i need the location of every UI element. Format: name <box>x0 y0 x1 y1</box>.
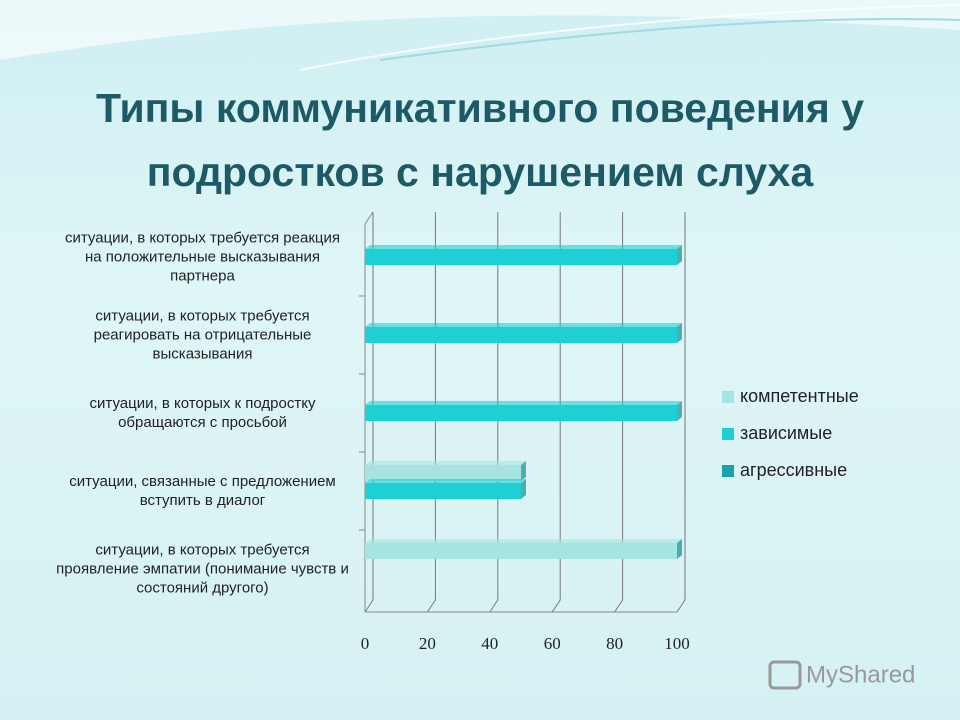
legend-label: зависимые <box>740 423 832 443</box>
bar-top <box>365 461 526 465</box>
bar <box>365 465 521 481</box>
wave <box>0 0 960 60</box>
bar <box>365 483 521 499</box>
y-tick-label: ситуации, в которых к подростку обращают… <box>89 395 316 431</box>
legend-swatch <box>722 391 734 403</box>
x-tick-label: 60 <box>544 634 561 653</box>
wave-line <box>299 4 960 71</box>
y-tick-label: ситуации, в которых требуется проявление… <box>56 541 349 597</box>
grid-line <box>676 212 686 613</box>
bar <box>365 249 677 265</box>
legend-label: агрессивные <box>740 460 847 480</box>
x-tick-label: 40 <box>481 634 498 653</box>
bar-end <box>677 245 682 265</box>
bar-top <box>365 323 682 327</box>
bar-end <box>521 461 526 481</box>
bar-end <box>677 539 682 559</box>
axis-wall <box>364 211 374 225</box>
bar-end <box>677 401 682 421</box>
x-tick-label: 20 <box>419 634 436 653</box>
bar-end <box>521 479 526 499</box>
legend-swatch <box>722 428 734 440</box>
chart-title: Типы коммуникативного поведения у подрос… <box>95 85 864 195</box>
bar <box>365 543 677 559</box>
watermark-icon <box>768 660 802 690</box>
y-tick-label: ситуации, в которых требуется реакция на… <box>65 229 340 285</box>
legend-label: компетентные <box>740 386 859 406</box>
wave-line <box>379 18 960 61</box>
bar-top <box>365 479 526 483</box>
bar <box>365 327 677 343</box>
x-tick-label: 0 <box>361 634 370 653</box>
x-tick-label: 80 <box>606 634 623 653</box>
x-tick-label: 100 <box>664 634 690 653</box>
y-tick-label: ситуации, связанные с предложением вступ… <box>69 473 336 509</box>
bar-end <box>677 323 682 343</box>
bar <box>365 405 677 421</box>
bar-top <box>365 245 682 249</box>
legend-swatch <box>722 465 734 477</box>
bar-top <box>365 401 682 405</box>
watermark: MyShared <box>806 661 915 688</box>
bar-top <box>365 539 682 543</box>
y-tick-label: ситуации, в которых требуется реагироват… <box>93 307 312 363</box>
